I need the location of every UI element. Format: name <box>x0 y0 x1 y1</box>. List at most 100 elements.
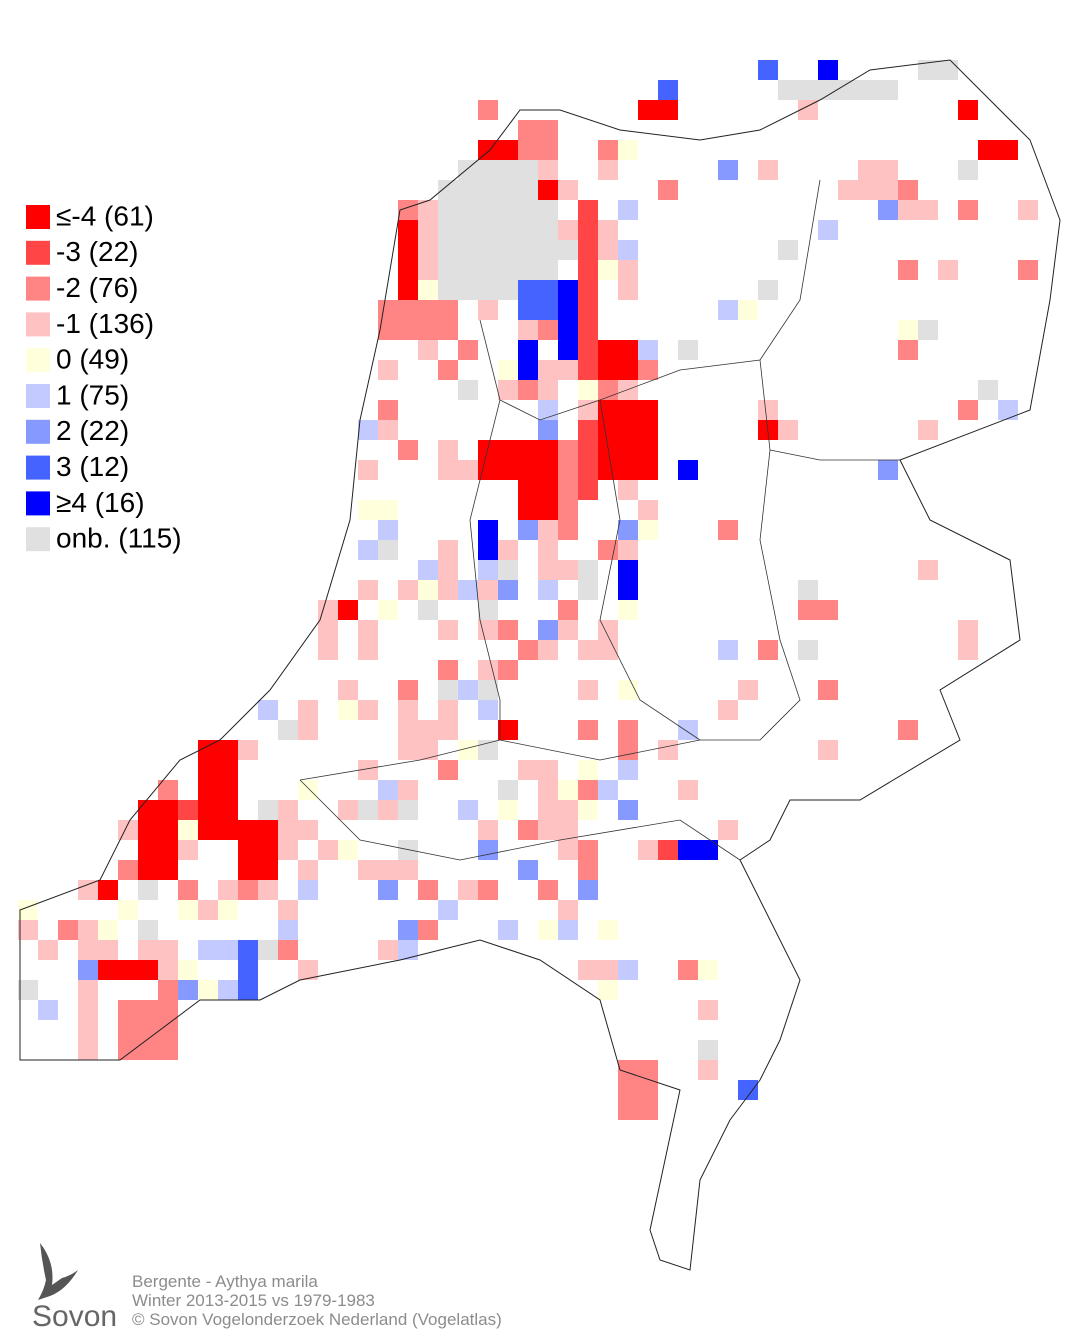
grid-cell <box>538 780 558 800</box>
grid-cell <box>338 600 358 620</box>
grid-cell <box>78 980 98 1000</box>
grid-cell <box>618 680 638 700</box>
grid-cell <box>138 920 158 940</box>
grid-cell <box>438 560 458 580</box>
grid-cell <box>438 300 458 320</box>
grid-cell <box>298 880 318 900</box>
grid-cell <box>578 240 598 260</box>
grid-cell <box>618 960 638 980</box>
grid-cell <box>438 580 458 600</box>
grid-cell <box>338 700 358 720</box>
grid-cell <box>358 460 378 480</box>
grid-cell <box>298 820 318 840</box>
grid-cell <box>198 780 218 800</box>
grid-cell <box>138 820 158 840</box>
grid-cell <box>438 260 458 280</box>
grid-cell <box>458 240 478 260</box>
grid-cell <box>438 280 458 300</box>
grid-cell <box>478 740 498 760</box>
grid-cell <box>18 980 38 1000</box>
grid-cell <box>418 720 438 740</box>
grid-cell <box>458 180 478 200</box>
grid-cell <box>678 960 698 980</box>
grid-cell <box>258 700 278 720</box>
grid-cell <box>558 840 578 860</box>
grid-cell <box>538 220 558 240</box>
grid-cell <box>678 840 698 860</box>
grid-cell <box>518 820 538 840</box>
grid-cell <box>218 940 238 960</box>
grid-cell <box>558 520 578 540</box>
grid-cell <box>478 280 498 300</box>
grid-cell <box>618 760 638 780</box>
grid-cell <box>698 1000 718 1020</box>
grid-cell <box>538 260 558 280</box>
grid-cell <box>518 480 538 500</box>
logo-text: Sovon <box>32 1300 117 1333</box>
grid-cell <box>518 240 538 260</box>
grid-cell <box>598 400 618 420</box>
grid-cell <box>478 660 498 680</box>
grid-cell <box>818 220 838 240</box>
grid-cell <box>818 680 838 700</box>
grid-cell <box>378 880 398 900</box>
grid-cell <box>458 280 478 300</box>
grid-cell <box>758 280 778 300</box>
grid-cell <box>158 1020 178 1040</box>
grid-cell <box>438 240 458 260</box>
grid-cell <box>218 820 238 840</box>
grid-cell <box>558 560 578 580</box>
grid-cell <box>798 640 818 660</box>
grid-cell <box>618 260 638 280</box>
legend-swatch <box>26 348 50 373</box>
grid-cell <box>398 740 418 760</box>
grid-cell <box>518 360 538 380</box>
legend-label: ≥4 (16) <box>56 487 145 518</box>
logo: Sovon <box>32 1243 117 1333</box>
grid-cell <box>658 740 678 760</box>
grid-cell <box>178 980 198 1000</box>
grid-cell <box>878 200 898 220</box>
grid-cell <box>538 140 558 160</box>
grid-cell <box>118 960 138 980</box>
grid-cell <box>958 640 978 660</box>
grid-cell <box>418 280 438 300</box>
grid-cell <box>638 840 658 860</box>
grid-cell <box>498 620 518 640</box>
grid-cell <box>518 440 538 460</box>
grid-cell <box>698 1040 718 1060</box>
grid-cell <box>618 580 638 600</box>
grid-cell <box>878 460 898 480</box>
grid-cell <box>198 940 218 960</box>
grid-cell <box>758 400 778 420</box>
grid-cell <box>478 600 498 620</box>
grid-cell <box>598 240 618 260</box>
grid-cell <box>358 420 378 440</box>
grid-cell <box>458 740 478 760</box>
grid-cell <box>478 880 498 900</box>
grid-cell <box>118 1020 138 1040</box>
grid-cell <box>558 800 578 820</box>
grid-cell <box>578 380 598 400</box>
grid-cell <box>178 880 198 900</box>
grid-cell <box>898 200 918 220</box>
grid-cell <box>578 960 598 980</box>
grid-cell <box>958 100 978 120</box>
grid-cell <box>978 380 998 400</box>
grid-cell <box>638 1080 658 1100</box>
grid-cell <box>278 900 298 920</box>
grid-cell <box>398 720 418 740</box>
grid-cell <box>158 820 178 840</box>
grid-cell <box>558 340 578 360</box>
grid-cell <box>898 260 918 280</box>
grid-cell <box>378 420 398 440</box>
grid-cell <box>338 840 358 860</box>
grid-cell <box>518 760 538 780</box>
grid-cell <box>218 740 238 760</box>
grid-cell <box>578 400 598 420</box>
grid-cell <box>538 200 558 220</box>
grid-cell <box>418 580 438 600</box>
grid-cell <box>138 1040 158 1060</box>
grid-cell <box>898 180 918 200</box>
